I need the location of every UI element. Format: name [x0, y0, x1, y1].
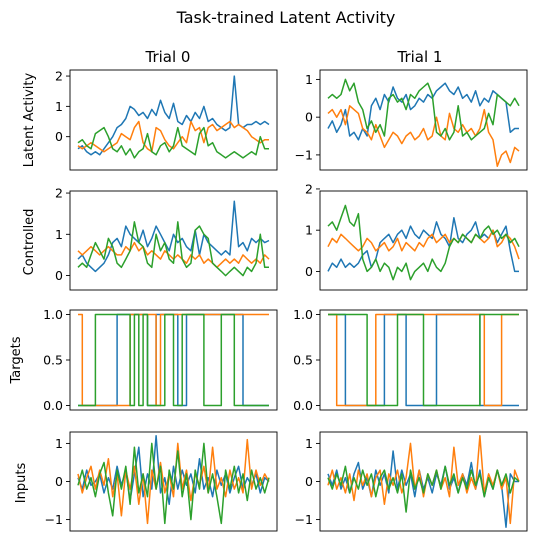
series-line-2 [327, 229, 520, 260]
y-tick-label: 1 [305, 436, 313, 451]
plot-area [327, 204, 520, 281]
plot-area [77, 75, 270, 159]
axes-frame [319, 69, 528, 171]
plot-area [327, 78, 520, 167]
panel-inputs-trial-1: −1 0 1 [295, 431, 528, 532]
plot-area [327, 435, 520, 528]
series-line-3 [327, 78, 520, 141]
row-label-controlled: Controlled [22, 209, 37, 276]
series-line-3 [327, 204, 520, 281]
y-tick-label: 0.5 [43, 353, 63, 368]
y-tick-label: 1.0 [43, 307, 63, 322]
series-line-3 [78, 313, 269, 407]
series-line-3 [77, 221, 269, 277]
y-tick-label: 1 [305, 72, 313, 87]
panel-controlled-trial-1: 0 1 2 [305, 181, 528, 291]
y-tick-label: 0.5 [293, 353, 313, 368]
y-tick-label: 0 [55, 474, 63, 489]
y-tick-label: −1 [45, 512, 63, 527]
y-tick-label: 0 [55, 268, 63, 283]
panel-inputs-trial-0: −1 0 1 [45, 431, 278, 532]
y-tick-label: 2 [55, 69, 63, 84]
axes-frame [69, 69, 278, 171]
series-line-2 [327, 105, 520, 167]
plot-area [77, 200, 270, 277]
series-line-1 [77, 435, 270, 506]
y-tick-label: 1 [55, 436, 63, 451]
series-line-3 [328, 313, 519, 407]
series-line-3 [77, 126, 269, 159]
subplot-grid: 0 1 2 −1 0 1 0 1 2 0 1 2 0.0 0.5 1.0 0.0 0.5 1.0 −1 0 1 −1 0 1 [43, 69, 528, 532]
series-line-1 [77, 200, 270, 273]
y-tick-label: 1 [55, 227, 63, 242]
figure-title: Task-trained Latent Activity [176, 8, 396, 27]
y-tick-label: 0 [305, 110, 313, 125]
y-tick-label: 0.0 [43, 398, 63, 413]
column-title-trial-1: Trial 1 [397, 48, 443, 66]
y-tick-label: 0 [305, 264, 313, 279]
y-tick-label: 0.0 [293, 398, 313, 413]
panel-latent-activity-trial-0: 0 1 2 [55, 69, 278, 171]
y-tick-label: 1.0 [293, 307, 313, 322]
y-tick-label: 0 [305, 474, 313, 489]
panel-latent-activity-trial-1: −1 0 1 [295, 69, 528, 171]
y-tick-label: 2 [305, 181, 313, 196]
row-label-latent-activity: Latent Activity [22, 72, 37, 167]
series-line-1 [327, 82, 519, 141]
panel-targets-trial-1: 0.0 0.5 1.0 [293, 307, 528, 413]
plot-area [78, 313, 269, 407]
y-tick-label: 1 [305, 223, 313, 238]
series-line-3 [77, 442, 270, 525]
y-tick-label: −1 [295, 147, 313, 162]
series-line-3 [327, 465, 520, 513]
y-tick-label: 2 [55, 186, 63, 201]
plot-area [328, 313, 519, 407]
series-line-2 [77, 120, 269, 153]
series-line-2 [327, 435, 520, 525]
axes-frame [319, 190, 528, 291]
plot-area [77, 435, 270, 525]
panel-targets-trial-0: 0.0 0.5 1.0 [43, 307, 278, 413]
row-label-inputs: Inputs [14, 463, 29, 504]
y-tick-label: 0 [55, 129, 63, 144]
row-label-targets: Targets [9, 336, 24, 384]
y-tick-label: 1 [55, 99, 63, 114]
axes-frame [69, 190, 278, 291]
column-title-trial-0: Trial 0 [145, 48, 191, 66]
panel-controlled-trial-0: 0 1 2 [55, 186, 278, 291]
series-line-1 [327, 217, 519, 273]
y-tick-label: −1 [295, 512, 313, 527]
